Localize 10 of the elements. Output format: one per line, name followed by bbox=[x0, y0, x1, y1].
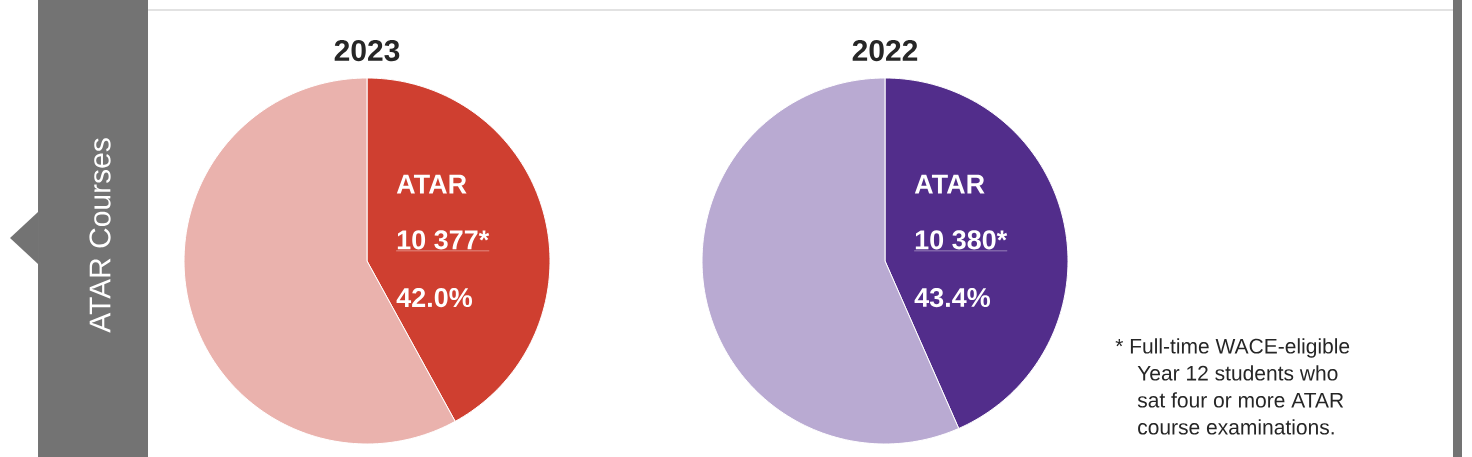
text: 10 377* bbox=[397, 230, 490, 250]
data-label: 42.0% bbox=[396, 288, 473, 308]
slice-label: ATAR bbox=[396, 174, 467, 194]
text: ATAR Courses bbox=[89, 138, 111, 333]
text: 10 380* bbox=[915, 230, 1008, 250]
slice-label: ATAR bbox=[914, 174, 985, 194]
chart-title: 2022 bbox=[852, 39, 918, 62]
data-label: 43.4% bbox=[914, 288, 991, 308]
text: * Full-time WACE-eligible Year 12 students who sat four or more ATAR course examinations. bbox=[1115, 338, 1350, 435]
chart-title: 2023 bbox=[334, 39, 400, 62]
